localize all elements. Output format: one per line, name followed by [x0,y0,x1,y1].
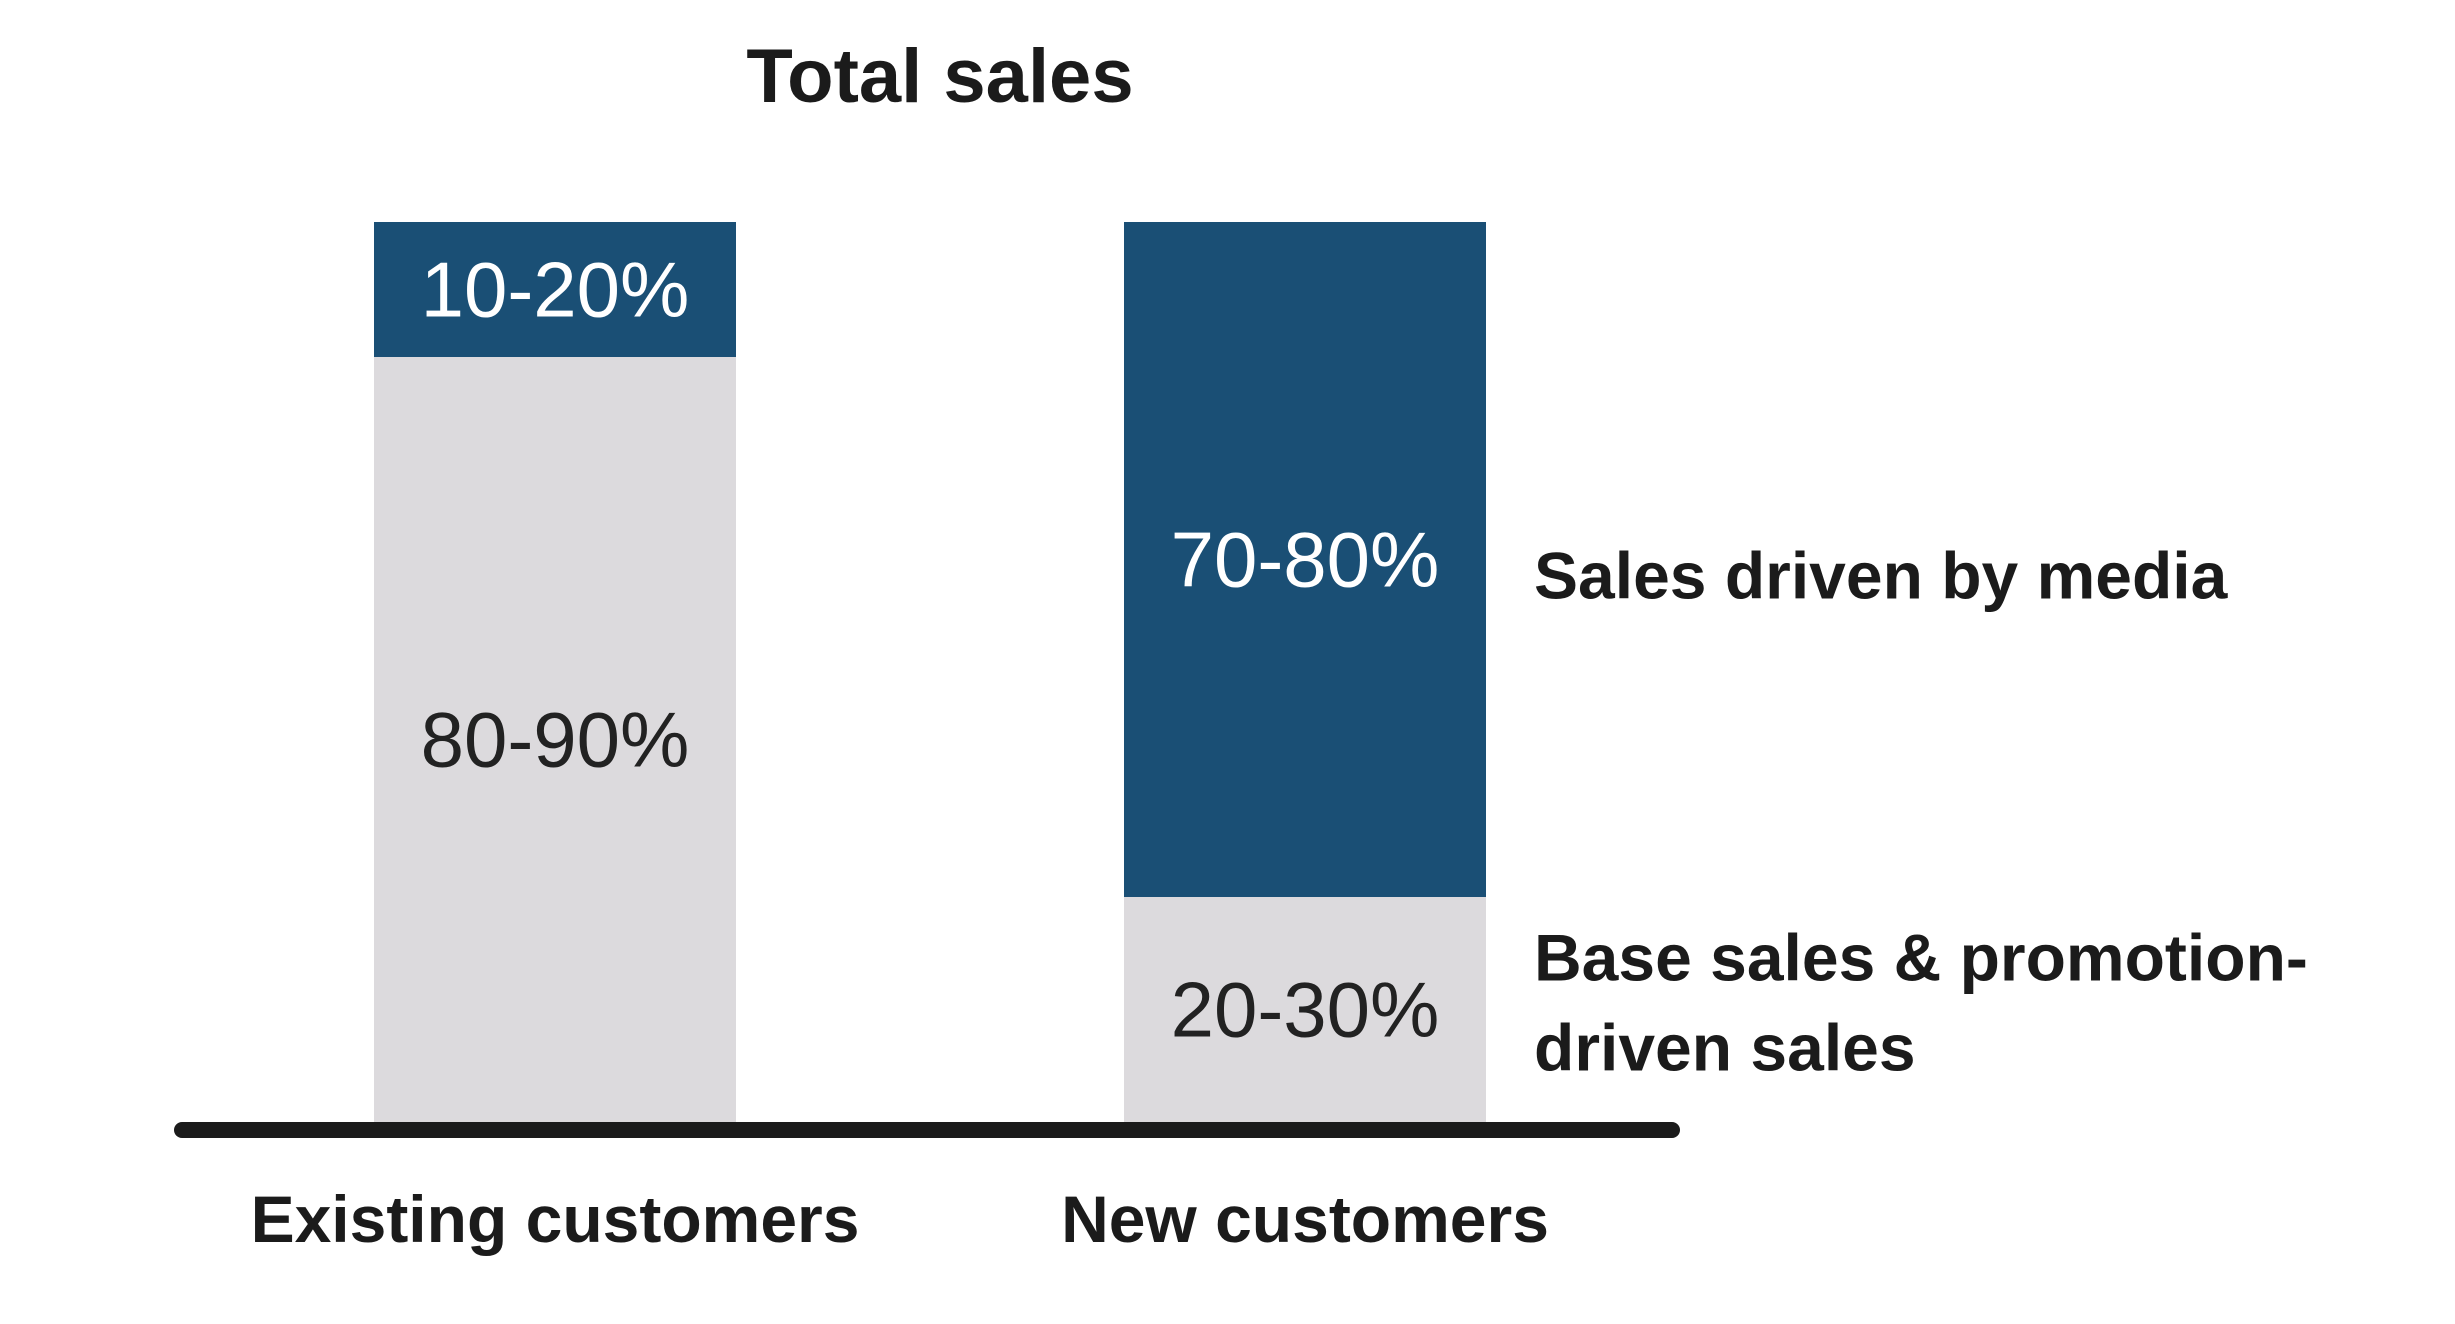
segment-value-label: 80-90% [421,696,690,784]
segment-labels-layer: 80-90% 10-20% 20-30% 70-80% [421,246,1440,1054]
bar-segment [374,357,736,1122]
segment-value-label: 20-30% [1171,966,1440,1054]
legend-layer: Sales driven by media Base sales & promot… [1534,539,2308,1085]
legend-label-base-sales: Base sales & promotion-driven sales [1534,921,2308,1085]
legend-label-line: Base sales & promotion- [1534,921,2308,995]
category-label: Existing customers [251,1182,860,1256]
legend-label-line: driven sales [1534,1011,1916,1085]
segment-value-label: 10-20% [421,246,690,334]
bars-layer [374,222,1486,1122]
bar-segment [1124,222,1486,897]
bar-segment [374,222,736,357]
legend-label-media: Sales driven by media [1534,539,2229,613]
segment-value-label: 70-80% [1171,516,1440,604]
category-label: New customers [1061,1182,1549,1256]
chart-title: Total sales [746,34,1133,119]
bar-segment [1124,897,1486,1122]
category-labels-layer: Existing customers New customers [251,1182,1549,1256]
